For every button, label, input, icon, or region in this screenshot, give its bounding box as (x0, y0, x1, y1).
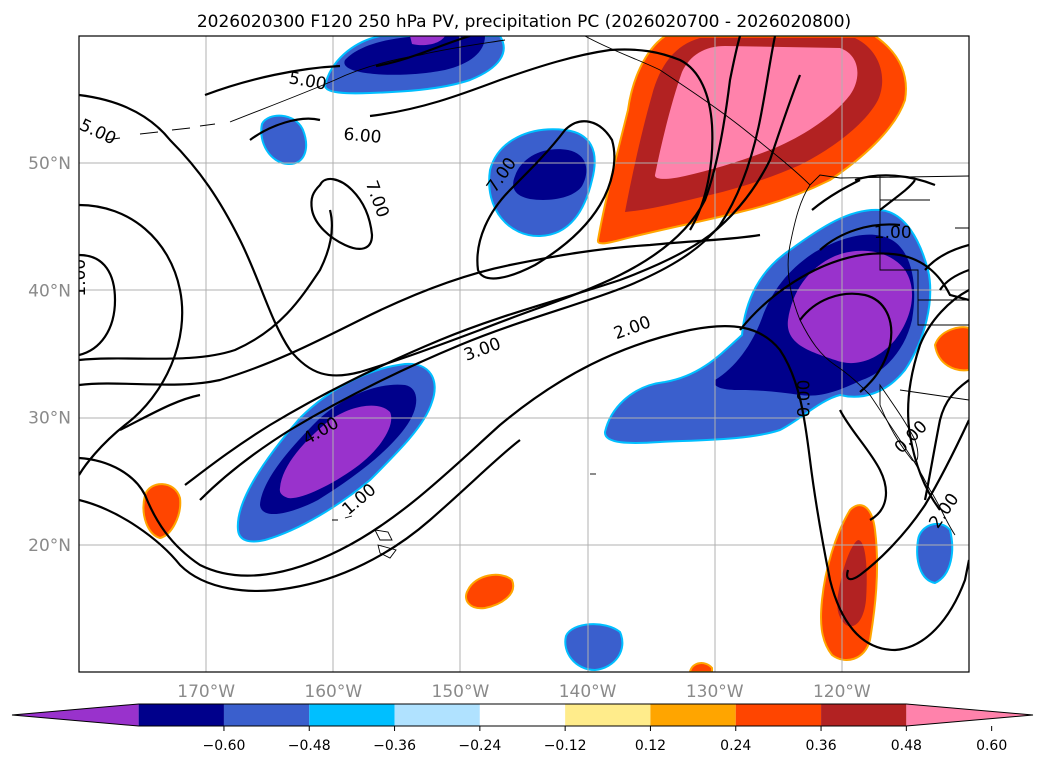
colorbar-segment (138, 704, 224, 726)
contour-4b (924, 243, 969, 291)
colorbar-segment (12, 704, 139, 726)
lat-tick-label: 30°N (28, 409, 71, 429)
anomaly-alaska-pink (654, 46, 858, 179)
colorbar-segment (735, 704, 822, 726)
us-border (879, 176, 969, 326)
lon-tick-label: 130°W (686, 682, 744, 702)
coastlines (104, 36, 969, 559)
anomaly-south-orange (465, 573, 515, 610)
lon-tick-labels: 170°W 160°W 150°W 140°W 130°W 120°W (177, 682, 871, 702)
lon-tick-label: 120°W (813, 682, 871, 702)
lon-tick-label: 150°W (432, 682, 490, 702)
colorbar-tick-label: −0.48 (288, 738, 331, 754)
colorbar-segment (906, 704, 1033, 726)
contour-label-group: 1.00 (874, 223, 912, 243)
contour-label-group: 0.00 (795, 380, 815, 418)
lon-tick-label: 170°W (177, 682, 235, 702)
colorbar-tick-label: 0.12 (635, 738, 666, 754)
anomaly-mexico-blob (916, 522, 954, 585)
lon-tick-label: 140°W (559, 682, 617, 702)
lat-tick-label: 20°N (28, 536, 71, 556)
contour-2c (79, 439, 521, 592)
colorbar-tick-label: 0.60 (976, 738, 1007, 754)
anomaly-south-blob (564, 623, 624, 672)
contour-0b (906, 289, 969, 511)
anomaly-bering-purple (410, 36, 445, 46)
contour-1b (79, 253, 117, 357)
lon-tick-label: 160°W (304, 682, 362, 702)
contour-3c (811, 174, 936, 211)
contour-label-group: 2.00 (27, 370, 70, 399)
anomaly-westcoast-purple (787, 250, 913, 364)
states (880, 199, 969, 401)
contour-label-group: 1.00 (70, 259, 90, 297)
colorbar-tick-label: 0.48 (891, 738, 922, 754)
contour-label: 0.00 (795, 380, 815, 418)
colorbar-tick-label: −0.24 (458, 738, 501, 754)
colorbar-segment (223, 704, 310, 726)
colorbar-segment (394, 704, 480, 726)
positive-anomaly-fields (142, 36, 969, 672)
pv-contours (79, 36, 969, 652)
gridlines (79, 36, 969, 672)
chart-title: 2026020300 F120 250 hPa PV, precipitatio… (197, 12, 851, 32)
colorbar-segment (479, 704, 566, 726)
contour-2a (79, 233, 761, 387)
anomaly-baja-firebrick (837, 540, 867, 627)
colorbar-tick-label: −0.12 (544, 738, 587, 754)
anomaly-hawaii-west (142, 483, 182, 540)
alaska-coast (229, 36, 969, 186)
contour-lower-right (923, 379, 969, 501)
negative-anomaly-fields (236, 36, 954, 672)
contour-label: 6.00 (343, 125, 382, 148)
contour-1c (739, 252, 969, 331)
anomaly-midpac-navy (513, 149, 587, 200)
baja (879, 383, 919, 462)
colorbar: −0.60 −0.48 −0.36 −0.24 −0.12 0.12 0.24 0.36 0.4… (11, 703, 1034, 754)
contour-label-group: 6.00 (343, 125, 382, 148)
contour-2d (846, 419, 969, 581)
contour-label: 1.00 (874, 223, 912, 243)
contour-label: 2.00 (28, 372, 69, 398)
contour-3 (79, 209, 334, 431)
colorbar-tick-label: 0.36 (805, 738, 836, 754)
contour-5 (79, 36, 742, 377)
contour-7b (476, 120, 616, 280)
contour-0a (799, 292, 893, 521)
anomaly-subtrop-purple (279, 405, 392, 499)
colorbar-segment (309, 704, 395, 726)
lat-tick-label: 50°N (28, 154, 71, 174)
aleutians (104, 123, 216, 141)
colorbar-segment (565, 704, 651, 726)
contour-1d (819, 179, 916, 251)
na-west-coast (787, 184, 956, 536)
lat-tick-labels: 20°N 30°N 40°N 50°N (28, 154, 71, 556)
contour-7a (310, 177, 374, 250)
colorbar-tick-label: 0.24 (720, 738, 751, 754)
contour-label-bg (27, 370, 70, 397)
contour-4 (199, 36, 777, 501)
anomaly-east-orange (933, 326, 969, 372)
anomaly-bottom-orange (688, 662, 713, 672)
contour-5b (204, 36, 471, 97)
colorbar-segment (650, 704, 736, 726)
contour-6 (249, 48, 714, 231)
map-frame (78, 35, 970, 673)
lat-tick-label: 40°N (28, 281, 71, 301)
contour-label: 1.00 (70, 259, 90, 297)
colorbar-segment (821, 704, 907, 726)
hawaii (332, 515, 397, 559)
contour-1a (79, 203, 184, 476)
contour-2b (79, 325, 969, 652)
colorbar-tick-label: −0.60 (202, 738, 245, 754)
map-panel: 5.005.00 6.007.007.001.001.002.002.002.00… (27, 36, 969, 672)
colorbar-tick-label: −0.36 (373, 738, 416, 754)
